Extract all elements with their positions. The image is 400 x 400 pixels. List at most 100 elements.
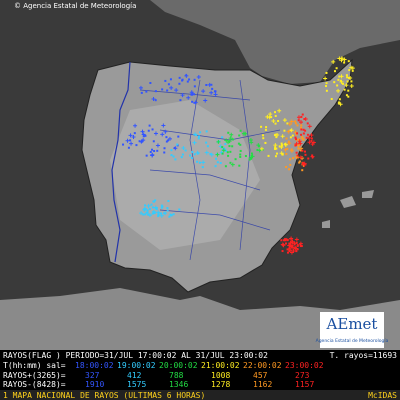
strike	[166, 207, 169, 210]
strike	[165, 136, 168, 139]
strike	[346, 76, 349, 79]
period-time: 19:00:02	[117, 361, 156, 370]
strike	[285, 137, 288, 140]
strike	[178, 76, 181, 79]
strike-plus	[294, 141, 299, 146]
strike	[146, 209, 149, 212]
strike-plus	[279, 151, 284, 156]
strike	[264, 128, 267, 131]
strike	[177, 135, 180, 138]
strike	[274, 146, 277, 149]
strike	[178, 208, 181, 211]
strike	[302, 161, 305, 164]
strike	[145, 154, 148, 157]
strike	[348, 69, 351, 72]
strike-plus	[298, 155, 303, 160]
strike-plus	[140, 129, 145, 134]
strike	[184, 149, 187, 152]
strike-plus	[294, 237, 299, 242]
period-time: 22:00:02	[243, 361, 282, 370]
strike	[157, 215, 160, 218]
france	[150, 0, 400, 84]
strike	[285, 152, 288, 155]
strike	[129, 139, 132, 142]
strike	[337, 102, 340, 105]
strike	[267, 154, 270, 157]
strike	[281, 250, 284, 253]
strike	[144, 134, 147, 137]
strike	[307, 157, 310, 160]
strike	[300, 115, 303, 118]
strike	[295, 138, 298, 141]
strike	[346, 80, 349, 83]
strike	[227, 154, 230, 157]
strike	[166, 139, 169, 142]
strike	[325, 82, 328, 85]
strike-plus	[339, 56, 344, 61]
strike-plus	[289, 128, 294, 133]
strike	[170, 154, 173, 157]
strike	[274, 133, 277, 136]
strike	[295, 241, 298, 244]
strike	[284, 238, 287, 241]
strike	[283, 129, 286, 132]
strike-plus	[331, 59, 336, 64]
strike	[174, 158, 177, 161]
strike	[157, 214, 160, 217]
strike	[298, 160, 301, 163]
strike-plus	[296, 115, 301, 120]
period-negative: 1575	[127, 380, 146, 389]
strike	[296, 154, 299, 157]
strike-plus	[336, 88, 341, 93]
strike-plus	[151, 209, 156, 214]
strike-plus	[323, 76, 328, 81]
strike	[280, 239, 283, 242]
strike	[330, 97, 333, 100]
strike	[306, 133, 309, 136]
strike	[304, 150, 307, 153]
strike-plus	[294, 246, 299, 251]
strike	[209, 153, 212, 156]
strike	[347, 60, 350, 63]
strike	[205, 130, 208, 133]
strike	[299, 149, 302, 152]
strike-plus	[310, 142, 315, 147]
strike-plus	[192, 140, 197, 145]
strike	[333, 81, 336, 84]
strike	[167, 199, 170, 202]
strike	[302, 132, 305, 135]
strike	[238, 164, 241, 167]
strike-plus	[348, 75, 353, 80]
strike-plus	[161, 123, 166, 128]
strike	[140, 140, 143, 143]
strike	[149, 81, 152, 84]
strike	[250, 154, 253, 157]
strike	[325, 89, 328, 92]
strike	[301, 169, 304, 172]
strike-plus	[298, 241, 303, 246]
strike-plus	[186, 95, 191, 100]
strike	[296, 124, 299, 127]
strike	[151, 212, 154, 215]
strike	[165, 140, 168, 143]
strike	[239, 155, 242, 158]
strike	[295, 133, 298, 136]
strike	[304, 153, 307, 156]
strike-plus	[150, 153, 155, 158]
strike-plus	[160, 132, 165, 137]
strike-plus	[125, 138, 130, 143]
strike	[280, 142, 283, 145]
strike	[149, 150, 152, 153]
strike	[289, 163, 292, 166]
strike	[198, 161, 201, 164]
strike-plus	[196, 75, 201, 80]
strike-plus	[201, 160, 206, 165]
strike-plus	[289, 119, 294, 124]
strike	[186, 80, 189, 83]
strike	[148, 124, 151, 127]
strike-plus	[203, 98, 208, 103]
strike	[288, 168, 291, 171]
strike	[286, 251, 289, 254]
strike-plus	[293, 130, 298, 135]
strike	[239, 153, 242, 156]
